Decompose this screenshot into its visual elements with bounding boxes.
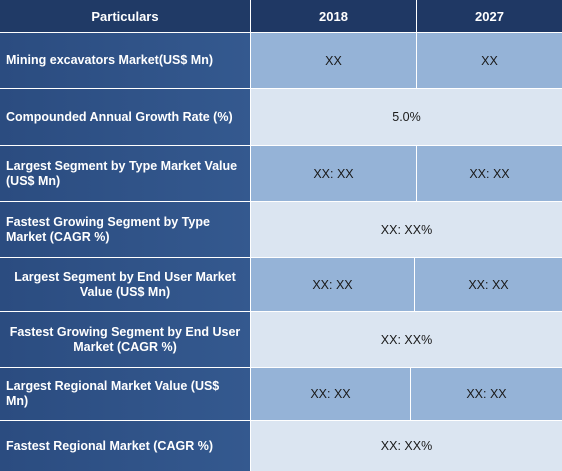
table-row: Largest Segment by Type Market Value (US… (0, 146, 562, 201)
row-value-merged: XX: XX% (251, 202, 562, 257)
header-year-2018: 2018 (251, 0, 417, 32)
row-value-2018: XX: XX (251, 146, 417, 201)
row-label: Largest Segment by Type Market Value (US… (0, 146, 251, 201)
row-label: Mining excavators Market(US$ Mn) (0, 33, 251, 88)
row-value-merged: 5.0% (251, 89, 562, 145)
row-value-2018: XX: XX (251, 368, 411, 420)
row-value-2027: XX: XX (417, 146, 562, 201)
table-row: Fastest Growing Segment by Type Market (… (0, 202, 562, 257)
row-value-2018: XX (251, 33, 417, 88)
table-row: Largest Regional Market Value (US$ Mn) X… (0, 368, 562, 420)
row-label: Compounded Annual Growth Rate (%) (0, 89, 251, 145)
header-year-2027: 2027 (417, 0, 562, 32)
table-row: Mining excavators Market(US$ Mn) XX XX (0, 33, 562, 88)
table-header-row: Particulars 2018 2027 (0, 0, 562, 32)
row-label: Fastest Growing Segment by Type Market (… (0, 202, 251, 257)
row-label: Fastest Regional Market (CAGR %) (0, 421, 251, 471)
row-value-2027: XX (417, 33, 562, 88)
table-row: Compounded Annual Growth Rate (%) 5.0% (0, 89, 562, 145)
row-value-2027: XX: XX (415, 258, 562, 311)
row-value-2018: XX: XX (251, 258, 415, 311)
row-label: Fastest Growing Segment by End User Mark… (0, 312, 251, 367)
table-row: Largest Segment by End User Market Value… (0, 258, 562, 311)
row-value-2027: XX: XX (411, 368, 562, 420)
row-value-merged: XX: XX% (251, 312, 562, 367)
row-label: Largest Segment by End User Market Value… (0, 258, 251, 311)
header-particulars: Particulars (0, 0, 251, 32)
row-label: Largest Regional Market Value (US$ Mn) (0, 368, 251, 420)
row-value-merged: XX: XX% (251, 421, 562, 471)
table-row: Fastest Growing Segment by End User Mark… (0, 312, 562, 367)
table-row: Fastest Regional Market (CAGR %) XX: XX% (0, 421, 562, 471)
